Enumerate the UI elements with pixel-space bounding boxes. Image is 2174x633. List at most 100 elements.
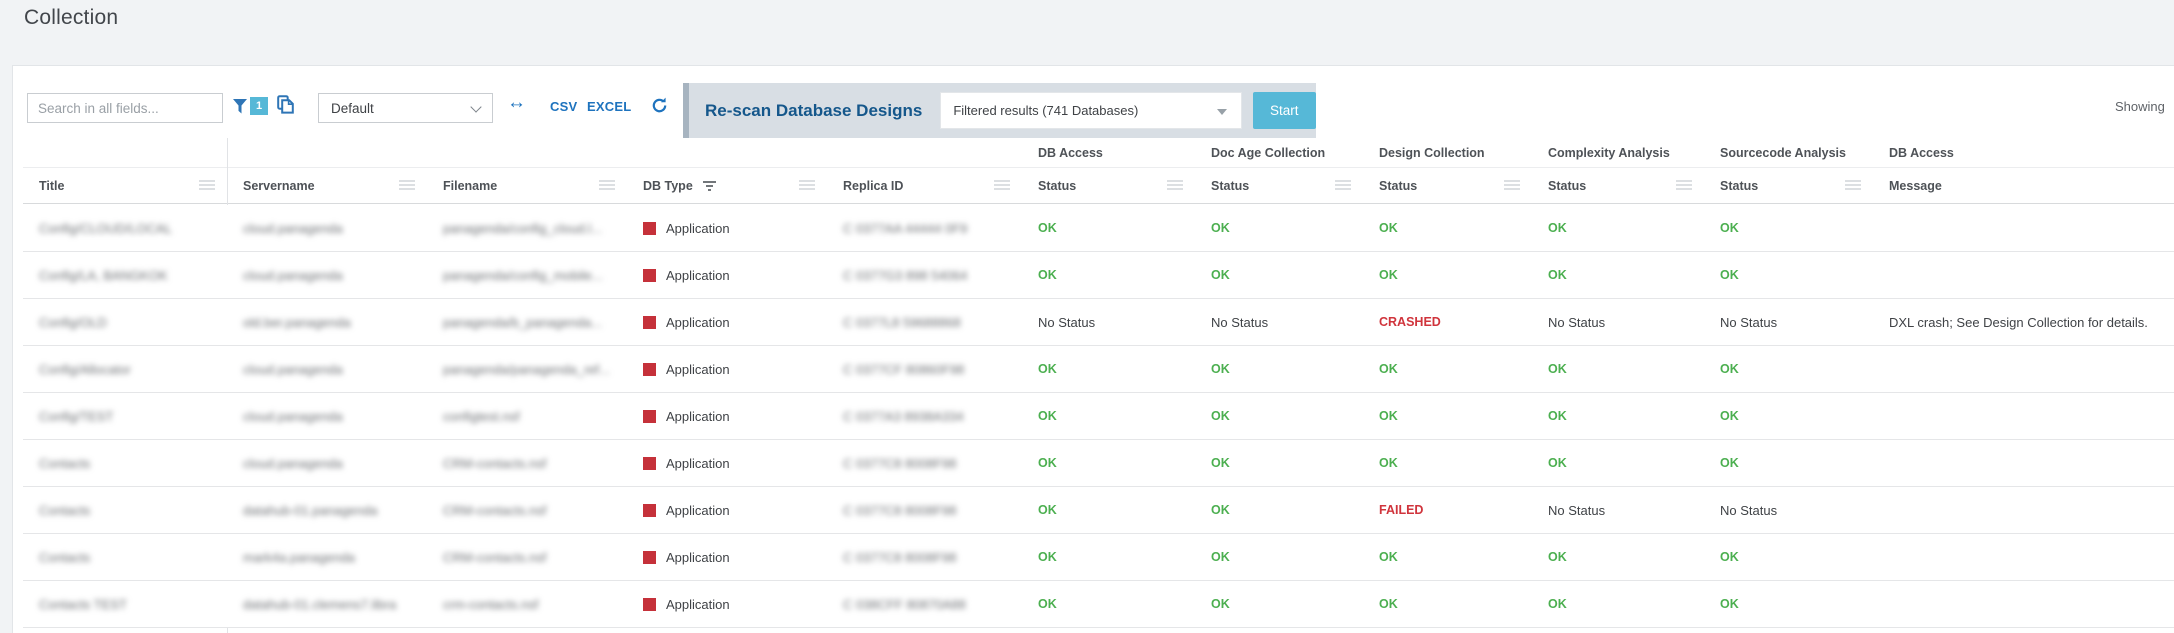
column-header-s_doc_age[interactable]: Status xyxy=(1195,168,1363,203)
cell-replica_id: C 0377A3 8938A334 xyxy=(827,393,1022,439)
column-header-filename[interactable]: Filename xyxy=(427,168,627,203)
status-value: OK xyxy=(1548,456,1567,470)
cell-title: Config/CLOUD/LOCAL xyxy=(23,205,227,251)
redacted-text: cloud.panagenda xyxy=(243,268,343,283)
redacted-text: C 0377L8 59688868 xyxy=(843,315,961,330)
search-input[interactable] xyxy=(27,93,223,123)
column-header-s_db_access[interactable]: Status xyxy=(1022,168,1195,203)
cell-s_sourcecode: No Status xyxy=(1704,299,1873,345)
column-menu-icon[interactable] xyxy=(1167,180,1183,190)
column-header-servername[interactable]: Servername xyxy=(227,168,427,203)
table-row[interactable]: Config/TESTcloud.panagenda configtest.nsf… xyxy=(23,393,2174,440)
cell-filename: CRM-contacts.nsf xyxy=(427,440,627,486)
column-menu-icon[interactable] xyxy=(1676,180,1692,190)
cell-s_db_access: OK xyxy=(1022,440,1195,486)
column-resize-icon[interactable]: ↔ xyxy=(507,92,526,114)
status-value: OK xyxy=(1211,550,1230,564)
column-menu-icon[interactable] xyxy=(399,180,415,190)
cell-filename: panagenda/b_panagenda... xyxy=(427,299,627,345)
column-menu-icon[interactable] xyxy=(1845,180,1861,190)
column-menu-icon[interactable] xyxy=(1335,180,1351,190)
column-header-label: Status xyxy=(1379,179,1417,193)
cell-title: Config/OLD xyxy=(23,299,227,345)
cell-s_doc_age: OK xyxy=(1195,346,1363,392)
export-excel-link[interactable]: EXCEL xyxy=(587,99,631,114)
start-button[interactable]: Start xyxy=(1253,92,1316,129)
cell-message: DXL crash; See Design Collection for det… xyxy=(1873,299,2174,345)
redacted-text: datahub-01.clemens7.libra xyxy=(243,597,396,612)
column-group-filename xyxy=(427,138,627,167)
cell-title: Contacts xyxy=(23,440,227,486)
cell-message xyxy=(1873,581,2174,627)
cell-db_type: Application xyxy=(627,346,827,392)
rescan-target-select[interactable]: Filtered results (741 Databases) xyxy=(940,92,1241,129)
copy-icon[interactable] xyxy=(277,95,294,119)
filter-applied-icon[interactable] xyxy=(702,180,717,192)
cell-s_sourcecode: OK xyxy=(1704,393,1873,439)
column-header-message[interactable]: Message xyxy=(1873,168,2174,203)
column-menu-icon[interactable] xyxy=(599,180,615,190)
table-row[interactable]: Contactsmark4a.panagendaCRM-contacts.nsf… xyxy=(23,534,2174,581)
column-header-s_complexity[interactable]: Status xyxy=(1532,168,1704,203)
db-type-label: Application xyxy=(666,268,730,283)
view-select[interactable]: Default xyxy=(318,93,493,123)
status-value: OK xyxy=(1211,456,1230,470)
cell-title: Config/TEST xyxy=(23,393,227,439)
status-value: OK xyxy=(1211,362,1230,376)
export-csv-link[interactable]: CSV xyxy=(550,99,577,114)
cell-s_sourcecode: OK xyxy=(1704,252,1873,298)
status-value: No Status xyxy=(1548,503,1605,518)
redacted-text: cloud.panagenda xyxy=(243,221,343,236)
column-header-title[interactable]: Title xyxy=(23,168,227,203)
table-row[interactable]: Config/OLDold.ber.panagendapanagenda/b_p… xyxy=(23,299,2174,346)
column-header-s_design[interactable]: Status xyxy=(1363,168,1532,203)
db-type-swatch-icon xyxy=(643,410,656,423)
redacted-text: panagenda/config_mobile... xyxy=(443,268,603,283)
status-value: OK xyxy=(1720,597,1739,611)
table-row[interactable]: Config/CLOUD/LOCALcloud.panagendapanagen… xyxy=(23,205,2174,252)
cell-s_sourcecode: OK xyxy=(1704,534,1873,580)
cell-s_complexity: OK xyxy=(1532,534,1704,580)
redacted-text: CRM-contacts.nsf xyxy=(443,503,546,518)
table-row[interactable]: Config/LA, BANGKOK cloud.panagenda panagen… xyxy=(23,252,2174,299)
table-row[interactable]: Config/Allocatorcloud.panagendapanagenda… xyxy=(23,346,2174,393)
status-value: OK xyxy=(1211,221,1230,235)
column-menu-icon[interactable] xyxy=(994,180,1010,190)
redacted-text: C 0377G3 898 54064 xyxy=(843,268,967,283)
refresh-icon[interactable] xyxy=(651,97,668,119)
column-menu-icon[interactable] xyxy=(1504,180,1520,190)
cell-replica_id: C 0377C8 8008F98 xyxy=(827,440,1022,486)
column-header-db_type[interactable]: DB Type xyxy=(627,168,827,203)
cell-servername: cloud.panagenda xyxy=(227,440,427,486)
redacted-text: configtest.nsf xyxy=(443,409,520,424)
status-value: OK xyxy=(1038,503,1057,517)
db-type-label: Application xyxy=(666,315,730,330)
column-group-s_db_access: DB Access xyxy=(1022,138,1195,167)
db-type-swatch-icon xyxy=(643,316,656,329)
column-header-replica_id[interactable]: Replica ID xyxy=(827,168,1022,203)
filter-funnel-icon[interactable] xyxy=(233,99,247,119)
cell-filename: crm-contacts.nsf xyxy=(427,581,627,627)
cell-s_doc_age: OK xyxy=(1195,393,1363,439)
column-group-label: Complexity Analysis xyxy=(1548,146,1670,160)
cell-servername: mark4a.panagenda xyxy=(227,534,427,580)
column-menu-icon[interactable] xyxy=(199,180,215,190)
column-header-s_sourcecode[interactable]: Status xyxy=(1704,168,1873,203)
column-header-label: Servername xyxy=(243,179,315,193)
status-value: OK xyxy=(1379,362,1398,376)
status-value: OK xyxy=(1548,362,1567,376)
cell-servername: datahub-01.clemens7.libra xyxy=(227,581,427,627)
column-menu-icon[interactable] xyxy=(799,180,815,190)
column-header-label: Replica ID xyxy=(843,179,903,193)
table-row[interactable]: Contactsdatahub-01.panagendaCRM-contacts… xyxy=(23,487,2174,534)
redacted-text: panagenda/b_panagenda... xyxy=(443,315,602,330)
table-row[interactable]: Contactscloud.panagendaCRM-contacts.nsfA… xyxy=(23,440,2174,487)
redacted-text: crm-contacts.nsf xyxy=(443,597,538,612)
status-value: OK xyxy=(1211,268,1230,282)
redacted-text: datahub-01.panagenda xyxy=(243,503,377,518)
table-row[interactable]: Contacts TESTdatahub-01.clemens7.libracr… xyxy=(23,581,2174,628)
redacted-text: Config/LA, BANGKOK xyxy=(39,268,168,283)
redacted-text: C 038CFF 80870A88 xyxy=(843,597,966,612)
cell-servername: cloud.panagenda xyxy=(227,393,427,439)
cell-replica_id: C 0377CF 80860F98 xyxy=(827,346,1022,392)
